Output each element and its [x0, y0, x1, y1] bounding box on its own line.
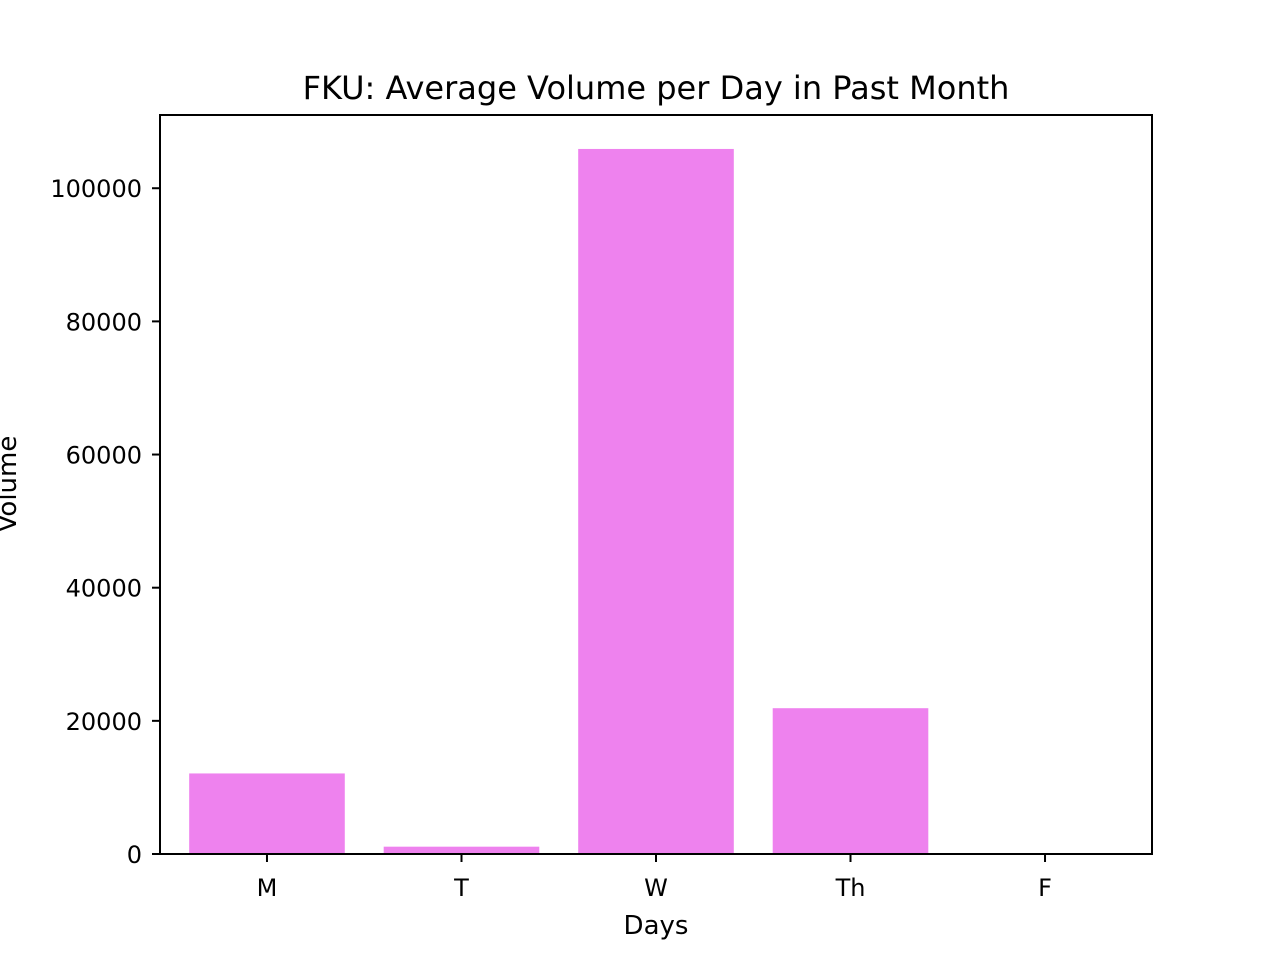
bar-t: [383, 846, 540, 854]
y-tick-label: 40000: [66, 575, 142, 603]
x-axis-ticks: M T W Th F: [257, 854, 1052, 902]
y-tick-label: 60000: [66, 442, 142, 470]
x-axis-label: Days: [624, 911, 689, 941]
bar-th: [772, 708, 929, 854]
y-tick-label: 100000: [50, 175, 142, 203]
y-axis-label: Volume: [0, 436, 23, 533]
x-tick-label: T: [453, 874, 469, 902]
y-axis-ticks: 0 20000 40000 60000 80000 100000: [50, 175, 160, 869]
y-tick-label: 20000: [66, 708, 142, 736]
y-tick-label: 80000: [66, 308, 142, 336]
x-tick-label: F: [1038, 874, 1052, 902]
x-tick-label: W: [644, 874, 668, 902]
bar-w: [578, 148, 734, 855]
x-tick-label: M: [257, 874, 278, 902]
bar-m: [189, 773, 345, 854]
y-tick-label: 0: [127, 841, 142, 869]
plot-area: M T W Th F 0 20000 40000 60000 80000 100000: [50, 114, 1153, 902]
chart-title: FKU: Average Volume per Day in Past Mont…: [303, 69, 1010, 107]
bars-group: [189, 148, 929, 855]
x-tick-label: Th: [835, 874, 866, 902]
